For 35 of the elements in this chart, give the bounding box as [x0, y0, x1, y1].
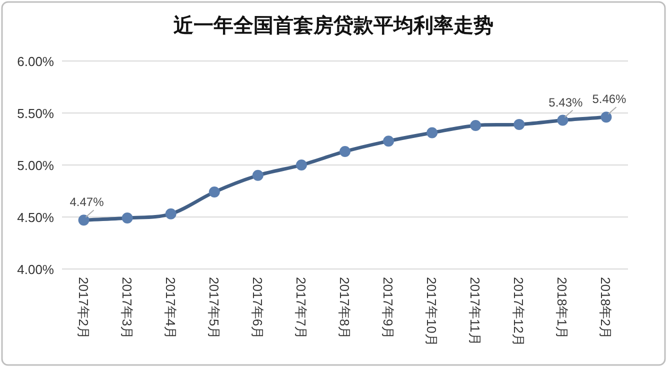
x-tick-label: 2017年8月 [337, 277, 352, 340]
point [208, 186, 220, 198]
x-tick-label: 2017年7月 [293, 277, 308, 340]
x-tick-label: 2018年1月 [554, 277, 570, 340]
point [470, 120, 482, 131]
point [340, 146, 350, 157]
x-tick-label: 2017年11月 [468, 277, 483, 346]
data-label: 5.43% [548, 95, 584, 110]
point [122, 212, 133, 224]
point [514, 118, 525, 130]
point [296, 160, 307, 170]
y-tick-label: 4.00% [17, 262, 54, 277]
x-tick-label: 2017年5月 [206, 277, 222, 340]
x-tick-label: 2017年10月 [424, 277, 440, 346]
point [78, 214, 90, 226]
x-tick-label: 2017年6月 [250, 277, 265, 340]
data-label: 5.46% [592, 92, 627, 106]
x-tick-label: 2017年4月 [162, 277, 178, 340]
point [557, 114, 568, 126]
x-tick-label: 2017年3月 [119, 277, 134, 340]
point [600, 112, 612, 123]
chart-title: 近一年全国首套房贷款平均利率走势 [172, 14, 494, 37]
point [426, 127, 438, 138]
x-tick-label: 2017年2月 [76, 277, 91, 340]
data-label: 4.47% [70, 195, 104, 210]
y-tick-label: 5.50% [17, 106, 54, 121]
x-tick-label: 2017年12月 [511, 277, 526, 346]
y-tick-label: 6.00% [17, 54, 54, 69]
y-tick-label: 5.00% [17, 158, 54, 173]
y-tick-label: 4.50% [17, 210, 54, 225]
point [252, 170, 264, 181]
point [383, 136, 394, 147]
point [165, 208, 176, 220]
x-tick-label: 2017年9月 [380, 277, 396, 340]
x-tick-label: 2018年2月 [598, 277, 614, 340]
